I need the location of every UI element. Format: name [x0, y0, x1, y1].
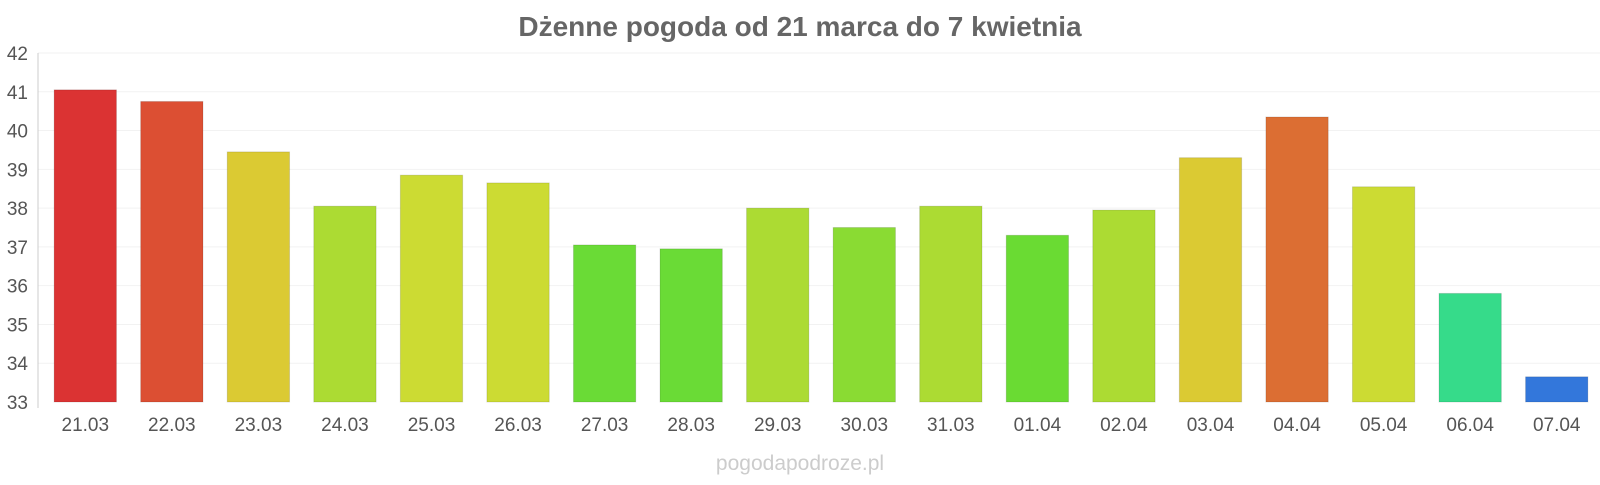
bar[interactable]	[832, 227, 896, 403]
bar[interactable]	[313, 205, 377, 403]
bar[interactable]	[140, 100, 204, 403]
x-tick-label: 31.03	[927, 415, 975, 436]
bar[interactable]	[1092, 209, 1156, 403]
x-tick-label: 28.03	[667, 415, 715, 436]
watermark-text: pogodapodroze.pl	[716, 452, 884, 475]
bar[interactable]	[572, 244, 637, 403]
y-tick-label: 35	[7, 315, 28, 336]
axes: 33 34 35 36 37 38 39 40 41 42 21.03 22.03 23.03 24.03…	[7, 44, 1581, 436]
bar[interactable]	[53, 89, 117, 403]
x-tick-label: 07.04	[1533, 415, 1581, 436]
bar[interactable]	[659, 248, 723, 403]
x-tick-label: 24.03	[321, 415, 369, 436]
bar[interactable]	[1525, 376, 1589, 403]
y-tick-label: 38	[7, 199, 28, 220]
x-tick-label: 03.04	[1187, 415, 1235, 436]
grid-lines	[38, 52, 1600, 364]
bar[interactable]	[399, 174, 464, 403]
x-tick-label: 25.03	[408, 415, 456, 436]
x-tick-label: 02.04	[1100, 415, 1148, 436]
bar[interactable]	[1438, 292, 1502, 403]
x-tick-label: 26.03	[494, 415, 542, 436]
x-tick-label: 29.03	[754, 415, 802, 436]
x-tick-label: 23.03	[235, 415, 283, 436]
bar[interactable]	[1265, 116, 1329, 403]
bar[interactable]	[226, 151, 291, 403]
bar[interactable]	[1178, 157, 1243, 403]
bar[interactable]	[486, 182, 550, 403]
x-tick-label: 06.04	[1446, 415, 1494, 436]
y-tick-label: 36	[7, 277, 28, 298]
bars	[53, 89, 1589, 403]
bar[interactable]	[1005, 234, 1070, 403]
bar[interactable]	[1351, 186, 1416, 403]
x-tick-label: 27.03	[581, 415, 629, 436]
y-tick-label: 39	[7, 160, 28, 181]
bar[interactable]	[746, 207, 810, 403]
y-tick-label: 34	[7, 354, 29, 375]
y-tick-label: 42	[7, 44, 28, 65]
x-tick-label: 04.04	[1273, 415, 1321, 436]
chart-title: Dżenne pogoda od 21 marca do 7 kwietnia	[518, 11, 1082, 42]
y-tick-label: 33	[7, 393, 28, 414]
x-tick-label: 21.03	[62, 415, 110, 436]
y-tick-label: 41	[7, 83, 28, 104]
y-tick-label: 40	[7, 122, 28, 143]
x-tick-label: 30.03	[841, 415, 889, 436]
x-tick-label: 05.04	[1360, 415, 1408, 436]
x-tick-label: 01.04	[1014, 415, 1062, 436]
x-tick-label: 22.03	[148, 415, 196, 436]
y-tick-label: 37	[7, 238, 28, 259]
bar[interactable]	[919, 205, 983, 403]
